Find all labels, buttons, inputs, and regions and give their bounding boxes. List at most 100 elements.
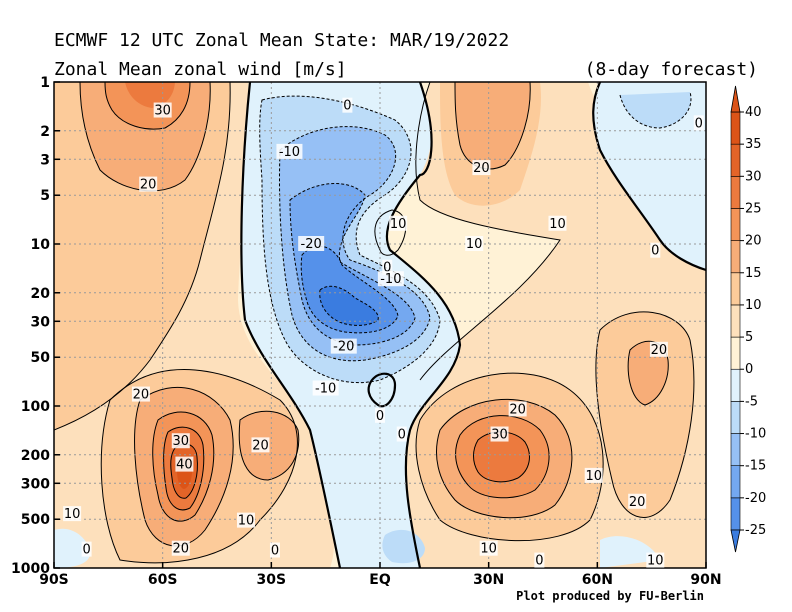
colorbar-swatch: [730, 465, 741, 499]
colorbar-label: 0: [745, 362, 753, 377]
contour-label: 10: [64, 507, 81, 522]
contour-nh-lower-10: [415, 372, 604, 542]
contour-label-bg: [472, 160, 491, 176]
colorbar-swatch: [730, 304, 741, 338]
contour-eq-loop: [367, 372, 397, 408]
x-tick-label: EQ: [369, 572, 391, 588]
colorbar-label: 35: [745, 137, 762, 152]
field-nh-polar-15: [595, 311, 694, 518]
contour-label: 10: [549, 217, 566, 232]
contour-nh-lower-20: [436, 398, 573, 519]
field-nh-upper-20: [455, 82, 531, 169]
field-shading: [54, 82, 706, 568]
colorbar-swatch: [730, 401, 741, 434]
y-tick-label: 1: [40, 75, 50, 91]
y-tick-label: 3: [40, 152, 50, 168]
contour-label-bg: [81, 541, 92, 557]
y-tick-label: 30: [31, 314, 51, 330]
field-nh-polar-easterly: [593, 82, 706, 270]
y-tick-label: 1000: [11, 561, 50, 577]
contour-label: 0: [695, 116, 703, 131]
contour-label: -10: [279, 145, 300, 160]
colorbar-label: -20: [745, 491, 766, 506]
colorbar-label: -15: [745, 459, 766, 474]
field-nh-surface-easterly: [600, 536, 660, 568]
contour-label-bg: [131, 386, 150, 402]
colorbar-swatch: [730, 208, 741, 241]
contour-label-layer: 3020-1002010101000-200-10-20-10202000203…: [63, 97, 704, 569]
contour-polar-easterly-5: [619, 91, 692, 129]
contour-label-bg: [628, 493, 647, 509]
contour-label-bg: [236, 512, 255, 528]
contour-label-bg: [584, 467, 603, 483]
forecast-label: (8-day forecast): [585, 59, 758, 80]
contour-label: 0: [271, 544, 279, 559]
y-tick-label: 10: [31, 237, 51, 253]
y-tick-label: 50: [31, 350, 51, 366]
contour-label: 30: [173, 434, 190, 449]
contour-lines: [54, 82, 706, 568]
contour-zero-line-east: [385, 82, 462, 568]
contour-label: 0: [82, 543, 90, 558]
contour-label: 30: [154, 104, 171, 119]
colorbar-swatch: [730, 497, 741, 531]
y-tick-label: 5: [40, 188, 50, 204]
colorbar-swatch: [730, 176, 741, 209]
contour-label-bg: [377, 271, 404, 287]
y-axis: 1 2 3 5 10 20 30 50 100 200 300 500 1000: [11, 75, 60, 577]
contour-label-bg: [276, 143, 303, 159]
colorbar-label: -5: [745, 394, 758, 409]
colorbar-swatch: [730, 433, 741, 466]
contour-sh-lower-30: [152, 411, 215, 522]
contour-label-bg: [548, 215, 567, 231]
contour-label-bg: [342, 97, 353, 113]
contour-label: 0: [398, 428, 406, 443]
contour-easterly-25: [319, 285, 379, 326]
contour-label-bg: [650, 242, 661, 258]
field-nh-polar-20: [628, 341, 669, 405]
contour-label-bg: [63, 506, 82, 522]
credit-text: Plot produced by FU-Berlin: [516, 589, 704, 603]
contour-label-bg: [649, 341, 668, 357]
contour-label-bg: [171, 540, 190, 556]
contour-label: 0: [376, 409, 384, 424]
x-tick-label: 30N: [473, 572, 504, 588]
contour-label: 40: [176, 458, 193, 473]
contour-label-bg: [646, 552, 665, 568]
contour-sh-lower-20: [134, 386, 234, 547]
contour-sh-lower-35: [163, 426, 205, 511]
colorbar-label: 25: [745, 201, 762, 216]
y-tick-label: 300: [21, 476, 50, 492]
contour-label: -20: [333, 340, 354, 355]
colorbar-swatch: [730, 143, 741, 177]
contour-label: 20: [473, 161, 490, 176]
colorbar-label: 15: [745, 266, 762, 281]
contour-label: 20: [629, 495, 646, 510]
y-tick-label: 500: [21, 512, 50, 528]
contour-label: 0: [343, 99, 351, 114]
contour-sh-side-20: [238, 410, 300, 481]
contour-sh-lower-10: [100, 369, 298, 564]
contour-label: 30: [491, 428, 508, 443]
contour-label: 20: [252, 438, 269, 453]
contour-label: 0: [383, 261, 391, 276]
x-tick-label: 90N: [690, 572, 721, 588]
contour-nh-lower-30: [455, 415, 550, 499]
contour-label: 10: [480, 542, 497, 557]
contour-label: 20: [133, 388, 150, 403]
contour-label: 10: [390, 217, 407, 232]
colorbar-swatch: [730, 336, 741, 370]
contour-nh-lower-35: [473, 431, 530, 483]
contour-sh-10: [54, 82, 231, 431]
contour-label-bg: [330, 338, 357, 354]
colorbar-label: 20: [745, 234, 762, 249]
colorbar-label: 30: [745, 169, 762, 184]
contour-label: 20: [140, 178, 157, 193]
contour-label: 10: [585, 469, 602, 484]
colorbar-low-arrow: [730, 529, 741, 553]
colorbar-label: 10: [745, 298, 762, 313]
colorbar-swatch: [730, 240, 741, 274]
field-nh-polar-easterly-5: [620, 92, 691, 128]
field-sh-surface-easterly: [54, 528, 91, 568]
